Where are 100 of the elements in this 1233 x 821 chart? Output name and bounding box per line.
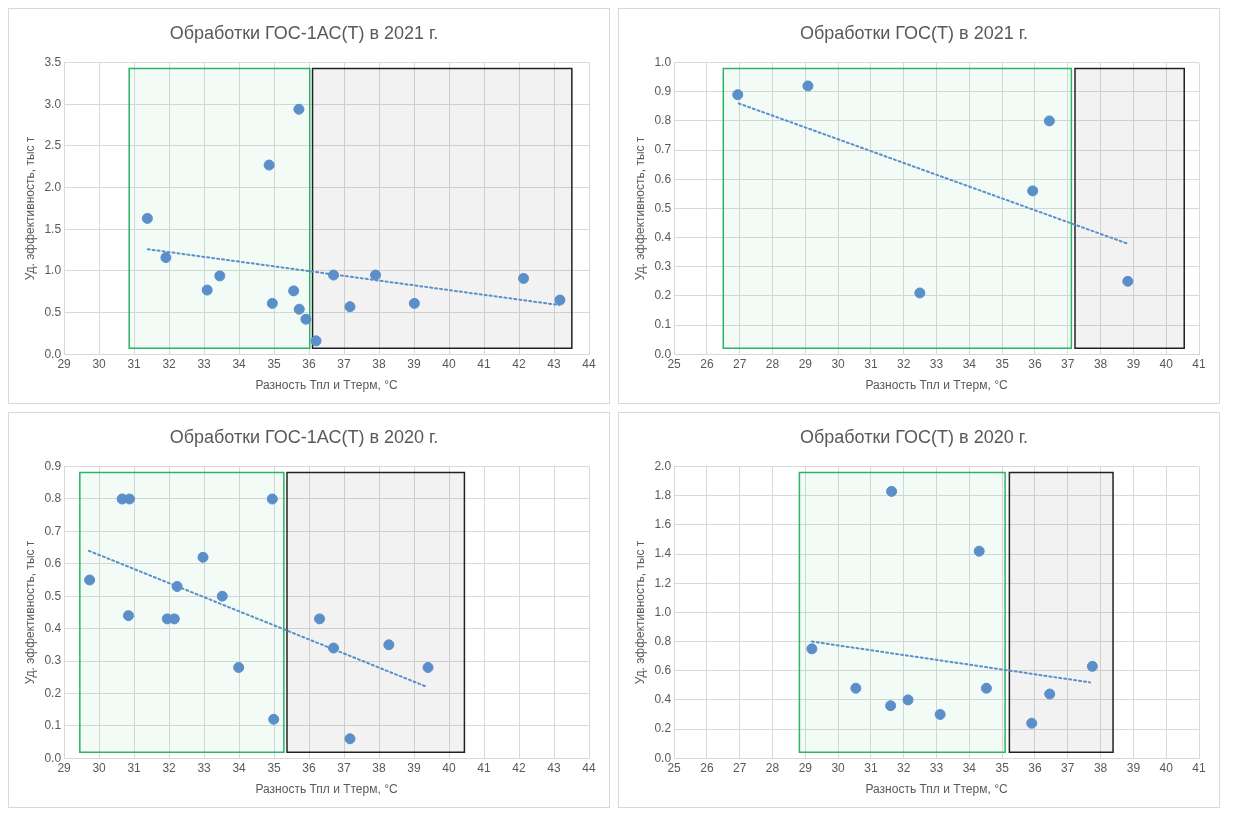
- y-tick-label: 0.2: [654, 288, 672, 303]
- y-tick-label: 0.1: [654, 317, 672, 332]
- y-tick-label: 0.5: [44, 588, 62, 603]
- x-tick-label: 38: [1093, 356, 1108, 371]
- y-tick-label: 0.6: [44, 556, 62, 571]
- point: [383, 639, 395, 651]
- x-tick-label: 33: [197, 760, 212, 775]
- x-tick-label: 39: [1126, 356, 1141, 371]
- point: [1027, 185, 1039, 197]
- x-tick-label: 36: [302, 356, 317, 371]
- chart-title: Обработки ГОС-1АС(Т) в 2021 г.: [169, 22, 439, 43]
- point: [422, 661, 434, 673]
- x-tick-label: 34: [962, 356, 977, 371]
- chart-title: Обработки ГОС-1АС(Т) в 2020 г.: [169, 426, 439, 447]
- x-tick-label: 30: [92, 356, 107, 371]
- point: [293, 303, 305, 315]
- point: [806, 643, 818, 655]
- x-tick-label: 43: [547, 356, 561, 371]
- point: [201, 284, 213, 296]
- x-tick-label: 28: [765, 760, 780, 775]
- x-tick-label: 30: [831, 356, 846, 371]
- point: [266, 493, 278, 505]
- y-tick-label: 1.5: [44, 221, 62, 236]
- point: [84, 574, 96, 586]
- point: [216, 590, 228, 602]
- x-tick-label: 36: [1028, 356, 1042, 371]
- point: [197, 551, 209, 563]
- y-tick-label: 0.8: [654, 113, 672, 128]
- point: [1122, 275, 1134, 287]
- x-tick-label: 34: [232, 356, 247, 371]
- y-tick-label: 2.0: [44, 179, 62, 194]
- x-tick-label: 33: [929, 760, 944, 775]
- y-axis-title: Уд. эффективность, тыс т: [22, 540, 37, 685]
- y-tick-label: 0.9: [44, 458, 62, 473]
- point: [914, 287, 926, 299]
- x-tick-label: 44: [582, 760, 596, 775]
- x-tick-label: 34: [232, 760, 247, 775]
- x-tick-label: 29: [798, 760, 813, 775]
- point: [902, 694, 914, 706]
- x-tick-label: 27: [733, 760, 747, 775]
- point: [344, 301, 356, 313]
- y-tick-label: 0.2: [654, 721, 672, 736]
- x-tick-label: 32: [897, 356, 911, 371]
- x-tick-label: 31: [127, 356, 142, 371]
- y-axis-title: Уд. эффективность, тыс т: [632, 136, 647, 281]
- x-tick-label: 35: [267, 356, 282, 371]
- point: [850, 682, 862, 694]
- y-tick-label: 0.8: [654, 633, 672, 648]
- y-tick-label: 0.6: [654, 171, 672, 186]
- point: [344, 733, 356, 745]
- y-tick-label: 1.8: [654, 488, 672, 503]
- chart-title: Обработки ГОС(Т) в 2021 г.: [799, 22, 1029, 43]
- x-tick-label: 26: [700, 760, 714, 775]
- point: [554, 294, 566, 306]
- x-tick-label: 31: [127, 760, 142, 775]
- x-tick-label: 40: [1159, 356, 1174, 371]
- x-axis-title: Разность Тпл и Ттерм, °С: [255, 782, 398, 797]
- y-tick-label: 0.4: [654, 229, 672, 244]
- x-tick-label: 40: [442, 356, 457, 371]
- y-axis-title: Уд. эффективность, тыс т: [632, 540, 647, 685]
- y-tick-label: 0.9: [654, 84, 672, 99]
- x-tick-label: 32: [897, 760, 911, 775]
- y-tick-label: 0.5: [654, 200, 672, 215]
- point: [885, 700, 897, 712]
- y-tick-label: 0.4: [654, 692, 672, 707]
- point: [160, 252, 172, 264]
- point: [973, 545, 985, 557]
- x-tick-label: 41: [477, 356, 492, 371]
- x-tick-label: 36: [1028, 760, 1042, 775]
- point: [1086, 660, 1098, 672]
- point: [980, 682, 992, 694]
- x-tick-label: 31: [864, 356, 878, 371]
- y-tick-label: 1.0: [654, 54, 672, 69]
- x-tick-label: 41: [1192, 760, 1206, 775]
- point: [518, 272, 530, 284]
- y-tick-label: 0.1: [44, 718, 62, 733]
- point: [1044, 688, 1056, 700]
- x-tick-label: 42: [512, 760, 527, 775]
- point: [266, 297, 278, 309]
- point: [293, 103, 305, 115]
- point: [370, 269, 382, 281]
- y-tick-label: 3.5: [44, 54, 62, 69]
- x-tick-label: 35: [995, 356, 1010, 371]
- x-tick-label: 38: [1093, 760, 1108, 775]
- x-tick-label: 37: [337, 356, 352, 371]
- x-tick-label: 42: [512, 356, 527, 371]
- y-tick-label: 1.2: [654, 575, 672, 590]
- x-tick-label: 27: [733, 356, 747, 371]
- y-tick-label: 2.0: [654, 458, 672, 473]
- point: [214, 270, 226, 282]
- point: [802, 80, 814, 92]
- x-tick-label: 41: [477, 760, 492, 775]
- point: [300, 313, 312, 325]
- point: [124, 493, 136, 505]
- y-tick-label: 0.4: [44, 620, 62, 635]
- point: [1026, 717, 1038, 729]
- x-tick-label: 33: [929, 356, 944, 371]
- x-tick-label: 33: [197, 356, 212, 371]
- point: [141, 212, 153, 224]
- point: [408, 297, 420, 309]
